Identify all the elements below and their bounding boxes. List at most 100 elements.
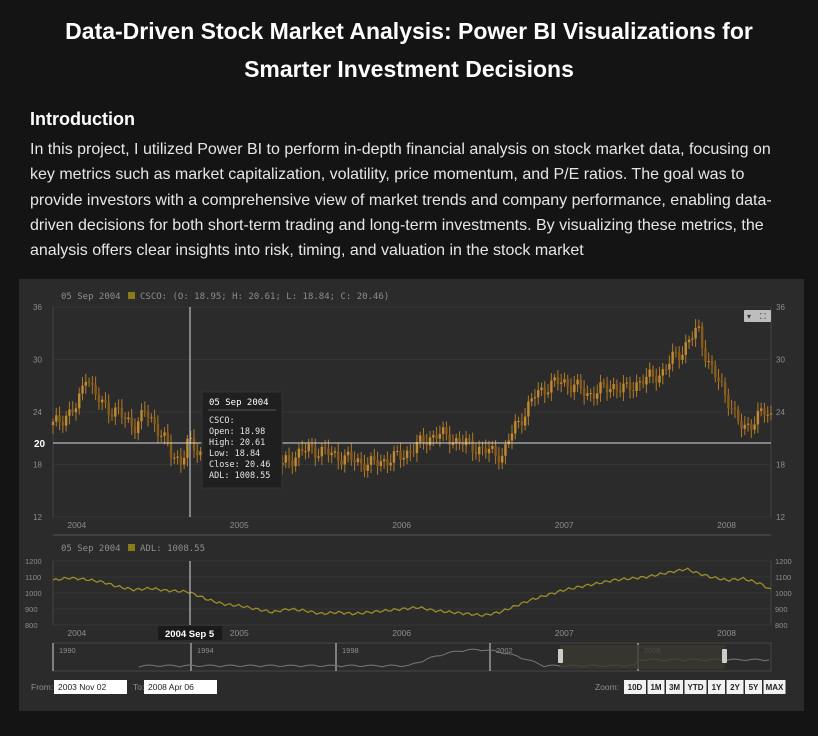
candle-body <box>327 448 330 456</box>
candle-body <box>533 397 537 399</box>
candle-body <box>51 421 55 426</box>
intro-paragraph: In this project, I utilized Power BI to … <box>30 141 772 260</box>
candle-body <box>605 384 609 393</box>
zoom-button-5y[interactable] <box>745 680 762 694</box>
candle-body <box>573 384 576 393</box>
candle-body <box>323 446 327 449</box>
candle-body <box>438 433 442 439</box>
candle-body <box>556 377 560 384</box>
candle-body <box>615 384 619 391</box>
navigator-handle-left[interactable] <box>558 649 563 663</box>
fullscreen-icon: ⛶ <box>759 312 766 321</box>
candle-body <box>74 408 78 413</box>
candle-body <box>156 424 160 437</box>
adl-header-series: ADL: 1008.55 <box>140 544 205 554</box>
candle-body <box>671 351 674 364</box>
candle-body <box>55 415 58 422</box>
candle-body <box>563 379 566 383</box>
chart-menu-button[interactable] <box>744 310 771 322</box>
tooltip-open: Open: 18.98 <box>209 427 265 437</box>
adl-ytick-left: 1000 <box>25 589 42 598</box>
from-input[interactable] <box>54 680 127 694</box>
zoom-button-max[interactable] <box>763 680 786 694</box>
candle-body <box>769 413 773 415</box>
candle-body <box>176 456 179 458</box>
to-input-value: 2008 Apr 06 <box>148 682 194 692</box>
candle-body <box>97 394 101 403</box>
page-title: Data-Driven Stock Market Analysis: Power… <box>0 12 818 88</box>
candle-body <box>91 382 94 386</box>
candle-body <box>586 393 589 396</box>
price-ytick-left: 24 <box>33 408 42 417</box>
candle-body <box>353 459 356 463</box>
candle-body <box>523 416 527 426</box>
zoom-button-1y[interactable] <box>708 680 725 694</box>
candle-body <box>386 459 389 466</box>
candle-body <box>425 442 428 446</box>
candle-body <box>628 382 632 391</box>
candle-body <box>720 381 724 383</box>
price-xtick: 2006 <box>392 520 411 530</box>
candle-body <box>664 369 668 371</box>
candle-body <box>333 451 337 453</box>
zoom-button-10d[interactable] <box>624 680 646 694</box>
zoom-button-1m[interactable] <box>647 680 665 694</box>
zoom-button-3m[interactable] <box>666 680 683 694</box>
candle-body <box>710 361 714 366</box>
candle-body <box>428 437 432 446</box>
candle-body <box>58 415 61 423</box>
page-title-line1: Data-Driven Stock Market Analysis: Power… <box>65 18 753 44</box>
candle-body <box>369 456 373 465</box>
navigator-selection[interactable] <box>560 645 725 669</box>
price-ytick-right: 18 <box>776 461 785 470</box>
candle-body <box>350 451 353 460</box>
candle-body <box>530 398 533 402</box>
candle-body <box>173 457 176 459</box>
price-xtick: 2004 <box>67 520 86 530</box>
price-ytick-right: 30 <box>776 356 785 365</box>
candle-body <box>661 369 665 376</box>
candle-body <box>635 382 638 391</box>
stock-chart-svg[interactable]: 36 36 30 30 24 24 18 18 12 12 2004 2005 2006 2007 2008… <box>19 279 804 711</box>
candle-body <box>618 390 622 393</box>
price-xtick: 2007 <box>555 520 574 530</box>
zoom-button-label: 5Y <box>749 683 759 692</box>
adl-ytick-left: 900 <box>25 605 38 614</box>
candle-body <box>307 444 310 452</box>
candle-body <box>415 441 419 454</box>
price-ytick-left: 36 <box>33 303 42 312</box>
candle-body <box>337 451 340 461</box>
to-input[interactable] <box>144 680 217 694</box>
candle-body <box>687 339 691 343</box>
candle-body <box>625 382 628 384</box>
candle-body <box>320 446 324 457</box>
zoom-button-label: MAX <box>766 683 784 692</box>
page-title-line2: Smarter Investment Decisions <box>244 56 574 82</box>
candle-body <box>71 409 74 413</box>
adl-ytick-right: 1000 <box>775 589 792 598</box>
candle-body <box>376 460 379 467</box>
candle-body <box>520 420 524 426</box>
candle-body <box>504 444 507 456</box>
navigator-handle-right[interactable] <box>722 649 727 663</box>
zoom-button-2y[interactable] <box>726 680 744 694</box>
adl-xtick: 2004 <box>67 628 86 638</box>
adl-ytick-left: 1100 <box>25 573 41 582</box>
candle-body <box>743 424 746 429</box>
candle-body <box>133 426 137 434</box>
navigator-label: 1994 <box>197 646 214 655</box>
candle-body <box>143 410 146 412</box>
price-header-date: 05 Sep 2004 <box>61 292 121 302</box>
stock-chart-widget[interactable]: 36 36 30 30 24 24 18 18 12 12 2004 2005 2006 2007 2008… <box>19 279 804 711</box>
candle-body <box>550 380 553 393</box>
candle-body <box>592 393 596 399</box>
candle-body <box>458 438 461 444</box>
zoom-button-ytd[interactable] <box>684 680 707 694</box>
adl-ytick-left: 1200 <box>25 557 42 566</box>
candle-body <box>363 463 366 471</box>
candle-body <box>517 420 520 422</box>
candle-body <box>78 393 81 409</box>
candle-body <box>589 393 592 395</box>
candle-body <box>140 410 143 422</box>
candle-body <box>756 410 760 425</box>
